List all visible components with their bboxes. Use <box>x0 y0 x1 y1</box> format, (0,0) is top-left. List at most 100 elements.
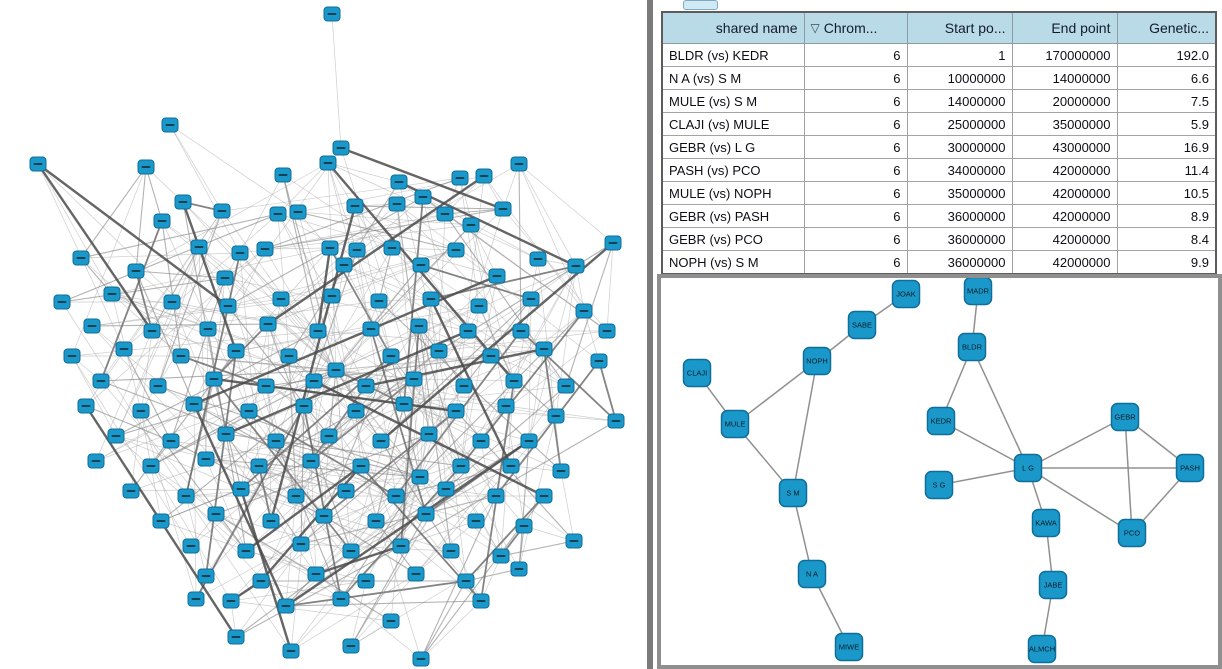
table-row[interactable]: MULE (vs) NOPH 6 35000000 42000000 10.5 <box>661 181 1217 205</box>
graph-node[interactable] <box>387 488 405 504</box>
graph-node[interactable] <box>240 403 258 419</box>
graph-node[interactable] <box>149 378 167 394</box>
graph-node[interactable] <box>482 348 500 364</box>
table-cell[interactable]: BLDR (vs) KEDR <box>661 43 805 67</box>
graph-node[interactable] <box>515 518 533 534</box>
graph-node[interactable] <box>289 204 307 220</box>
graph-node[interactable] <box>182 538 200 554</box>
graph-node[interactable] <box>342 638 360 654</box>
graph-node[interactable] <box>357 378 375 394</box>
graph-node[interactable] <box>370 293 388 309</box>
graph-node[interactable] <box>295 398 313 414</box>
table-row[interactable]: N A (vs) S M 6 10000000 14000000 6.6 <box>661 66 1217 90</box>
graph-node[interactable] <box>197 568 215 584</box>
table-cell[interactable]: 9.9 <box>1116 250 1217 275</box>
graph-node[interactable] <box>604 235 622 251</box>
column-header[interactable]: shared name <box>661 11 805 44</box>
graph-node[interactable] <box>282 643 300 659</box>
graph-node[interactable]: KEDR <box>926 406 956 436</box>
graph-node[interactable] <box>280 348 298 364</box>
graph-node[interactable] <box>153 213 171 229</box>
graph-node[interactable] <box>227 629 245 645</box>
graph-node[interactable] <box>447 403 465 419</box>
graph-node[interactable] <box>535 488 553 504</box>
graph-node[interactable] <box>190 239 208 255</box>
graph-node[interactable] <box>307 566 325 582</box>
graph-node[interactable] <box>430 343 448 359</box>
table-row[interactable]: CLAJI (vs) MULE 6 25000000 35000000 5.9 <box>661 112 1217 136</box>
graph-node[interactable] <box>392 538 410 554</box>
graph-node[interactable] <box>598 323 616 339</box>
graph-node[interactable] <box>287 488 305 504</box>
graph-node[interactable] <box>77 398 95 414</box>
column-header[interactable]: Genetic... <box>1116 11 1217 44</box>
graph-node[interactable] <box>607 413 625 429</box>
graph-node[interactable] <box>459 323 477 339</box>
table-cell[interactable]: 36000000 <box>906 227 1013 251</box>
table-cell[interactable]: GEBR (vs) PASH <box>661 204 805 228</box>
graph-node[interactable] <box>323 6 341 22</box>
table-cell[interactable]: 34000000 <box>906 158 1013 182</box>
graph-node[interactable] <box>267 433 285 449</box>
table-cell[interactable]: 8.4 <box>1116 227 1217 251</box>
table-cell[interactable]: 6 <box>803 43 908 67</box>
graph-node[interactable] <box>494 201 512 217</box>
graph-node[interactable] <box>327 362 345 378</box>
graph-node[interactable] <box>222 593 240 609</box>
graph-node[interactable] <box>417 506 435 522</box>
graph-node[interactable] <box>565 533 583 549</box>
graph-node[interactable] <box>352 458 370 474</box>
graph-node[interactable] <box>309 323 327 339</box>
graph-node[interactable]: S G <box>924 470 954 500</box>
graph-node[interactable] <box>252 573 270 589</box>
graph-node[interactable] <box>217 426 235 442</box>
table-row[interactable]: PASH (vs) PCO 6 34000000 42000000 11.4 <box>661 158 1217 182</box>
table-row[interactable]: BLDR (vs) KEDR 6 1 170000000 192.0 <box>661 43 1217 67</box>
graph-node[interactable] <box>437 481 455 497</box>
graph-node[interactable] <box>412 257 430 273</box>
graph-node[interactable] <box>347 403 365 419</box>
table-cell[interactable]: 6 <box>803 158 908 182</box>
graph-node[interactable] <box>510 561 528 577</box>
graph-node[interactable] <box>567 258 585 274</box>
table-cell[interactable]: 42000000 <box>1011 158 1118 182</box>
graph-node[interactable] <box>305 373 323 389</box>
graph-node[interactable]: CLAJI <box>682 358 712 388</box>
graph-node[interactable] <box>122 483 140 499</box>
graph-node[interactable] <box>232 481 250 497</box>
graph-node[interactable] <box>237 543 255 559</box>
graph-node[interactable] <box>522 291 540 307</box>
graph-node[interactable] <box>262 513 280 529</box>
graph-node[interactable] <box>557 378 575 394</box>
graph-node[interactable] <box>383 240 401 256</box>
table-cell[interactable]: 36000000 <box>906 204 1013 228</box>
table-cell[interactable]: MULE (vs) NOPH <box>661 181 805 205</box>
graph-node[interactable] <box>29 156 47 172</box>
table-cell[interactable]: 20000000 <box>1011 89 1118 113</box>
graph-node[interactable] <box>227 343 245 359</box>
graph-node[interactable] <box>152 513 170 529</box>
graph-node[interactable]: JOAK <box>891 279 921 309</box>
table-cell[interactable]: CLAJI (vs) MULE <box>661 112 805 136</box>
graph-node[interactable] <box>455 378 473 394</box>
graph-node[interactable] <box>315 508 333 524</box>
graph-node[interactable] <box>346 198 364 214</box>
graph-node[interactable] <box>529 251 547 267</box>
graph-node[interactable] <box>332 591 350 607</box>
graph-node[interactable]: S M <box>778 478 808 508</box>
graph-node[interactable]: JABE <box>1038 570 1068 600</box>
table-cell[interactable]: 192.0 <box>1116 43 1217 67</box>
graph-node[interactable] <box>436 206 454 222</box>
table-cell[interactable]: PASH (vs) PCO <box>661 158 805 182</box>
table-cell[interactable]: 42000000 <box>1011 250 1118 275</box>
graph-node[interactable] <box>335 257 353 273</box>
graph-node[interactable] <box>535 341 553 357</box>
table-row[interactable]: GEBR (vs) L G 6 30000000 43000000 16.9 <box>661 135 1217 159</box>
graph-node[interactable]: MULE <box>720 409 750 439</box>
table-cell[interactable]: GEBR (vs) PCO <box>661 227 805 251</box>
table-cell[interactable]: 42000000 <box>1011 181 1118 205</box>
graph-node[interactable] <box>512 323 530 339</box>
graph-node[interactable] <box>332 140 350 156</box>
graph-node[interactable]: PASH <box>1175 453 1205 483</box>
graph-node[interactable] <box>451 170 469 186</box>
